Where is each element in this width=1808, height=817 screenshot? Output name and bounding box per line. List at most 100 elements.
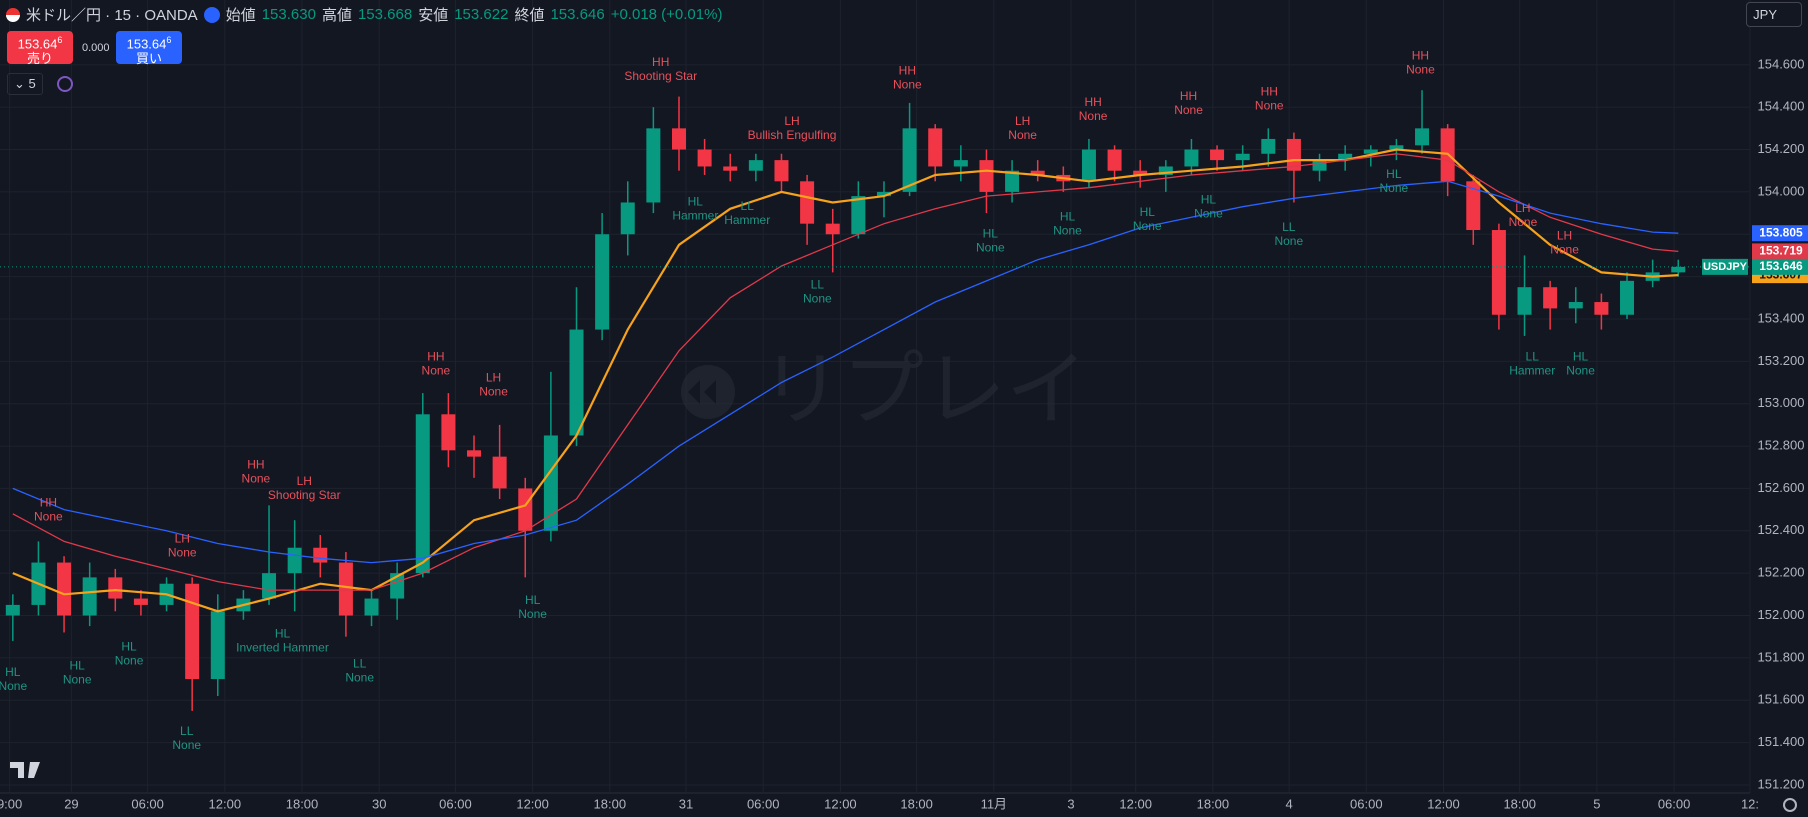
spread: 0.000 xyxy=(82,42,110,54)
y-tick-label: 152.200 xyxy=(1758,565,1805,580)
y-tick-label: 153.000 xyxy=(1758,395,1805,410)
pivot-label: None xyxy=(172,738,201,752)
pivot-label: HL xyxy=(275,627,291,641)
y-tick-label: 154.400 xyxy=(1758,99,1805,114)
x-tick-label: 06:00 xyxy=(439,796,472,811)
open: 153.630 xyxy=(261,6,316,23)
pivot-label: Hammer xyxy=(724,213,770,227)
sell-price: 153.64 xyxy=(17,36,58,52)
candle-body xyxy=(492,456,507,489)
pivot-label: Inverted Hammer xyxy=(236,641,329,655)
pivot-label: None xyxy=(1079,109,1108,123)
pivot-label: None xyxy=(1255,99,1284,113)
x-tick-label: 9:00 xyxy=(0,796,22,811)
price-badge-label: 153.646 xyxy=(1759,259,1803,273)
candle-body xyxy=(108,577,123,599)
pivot-label: HL xyxy=(1140,205,1156,219)
candle-body xyxy=(748,160,763,171)
watermark-text: リプレイ xyxy=(760,345,1088,436)
candle-body xyxy=(1210,149,1225,161)
replay-icon[interactable] xyxy=(203,6,220,23)
sell-pip: 6 xyxy=(57,35,63,45)
candle-body xyxy=(1517,287,1532,315)
pivot-label: HL xyxy=(121,639,137,653)
candle-body xyxy=(82,577,97,616)
pivot-label: LH xyxy=(175,531,190,545)
pivot-label: Shooting Star xyxy=(624,69,697,83)
pivot-label: LH xyxy=(784,114,799,128)
candle-body xyxy=(1338,153,1353,161)
candle-body xyxy=(415,414,430,574)
settings-icon xyxy=(1783,798,1797,812)
price-badge xyxy=(1752,225,1808,242)
candle-body xyxy=(1030,170,1045,175)
candle-body xyxy=(800,181,815,224)
x-tick-label: 12:00 xyxy=(516,796,549,811)
candle-body xyxy=(671,128,686,150)
price-axis-bg xyxy=(1750,0,1808,817)
tv-logo xyxy=(10,762,40,778)
y-tick-label: 152.000 xyxy=(1758,607,1805,622)
buy-price: 153.64 xyxy=(126,36,167,52)
pivot-label: HL xyxy=(1386,167,1402,181)
pivot-label: LH xyxy=(486,370,501,384)
y-tick-label: 153.200 xyxy=(1758,353,1805,368)
currency-select[interactable]: JPY xyxy=(1746,2,1802,27)
buy-button[interactable]: 153.646 買い xyxy=(116,31,182,67)
pivot-label: HH xyxy=(1412,49,1429,63)
sync-icon[interactable] xyxy=(57,76,73,92)
pivot-label: LL xyxy=(1282,220,1296,234)
pivot-label: None xyxy=(115,653,144,667)
y-tick-label: 151.800 xyxy=(1758,649,1805,664)
candle-body xyxy=(851,196,866,235)
pivot-label: Hammer xyxy=(1509,363,1555,377)
indicator-count: 5 xyxy=(28,76,36,91)
pivot-label: LL xyxy=(353,656,367,670)
candle-body xyxy=(723,166,738,171)
candle-body xyxy=(338,562,353,616)
candle-body xyxy=(1415,128,1430,146)
pivot-label: None xyxy=(518,607,547,621)
candle-body xyxy=(1107,149,1122,171)
x-tick-label: 5 xyxy=(1593,796,1600,811)
pivot-label: HL xyxy=(525,593,541,607)
candle-body xyxy=(646,128,661,203)
candle-body xyxy=(1081,149,1096,182)
x-tick-label: 30 xyxy=(372,796,386,811)
candle-body xyxy=(543,435,558,531)
pivot-label: None xyxy=(1133,219,1162,233)
candle-body xyxy=(569,329,584,436)
symbol[interactable]: 米ドル／円 · 15 · OANDA xyxy=(26,7,198,24)
candle-body xyxy=(595,234,610,330)
y-tick-label: 151.400 xyxy=(1758,734,1805,749)
candle-body xyxy=(620,202,635,235)
pivot-label: HH xyxy=(1180,89,1197,103)
pivot-label: None xyxy=(1509,215,1538,229)
pivot-label: HL xyxy=(1201,193,1217,207)
candle-body xyxy=(1671,266,1686,273)
pivot-label: HL xyxy=(5,665,21,679)
header: 米ドル／円 · 15 · OANDA 始値 153.630 高値 153.668 安… xyxy=(6,4,722,25)
price-badge-label: 153.805 xyxy=(1759,225,1803,239)
x-tick-label: 18:00 xyxy=(286,796,319,811)
candle-body xyxy=(1568,302,1583,309)
candle-body xyxy=(1620,280,1635,315)
pivot-label: LL xyxy=(811,277,825,291)
x-tick-label: 18:00 xyxy=(1503,796,1536,811)
y-tick-label: 151.600 xyxy=(1758,692,1805,707)
sell-button[interactable]: 153.646 売り xyxy=(7,31,73,67)
y-tick-label: 152.800 xyxy=(1758,438,1805,453)
candle-body xyxy=(1005,170,1020,192)
indicator-toggle[interactable]: ⌄ 5 xyxy=(7,73,43,95)
pivot-label: Bullish Engulfing xyxy=(748,128,837,142)
buy-label: 買い xyxy=(135,51,162,67)
y-tick-label: 153.400 xyxy=(1758,310,1805,325)
price-badge xyxy=(1752,243,1808,260)
y-tick-label: 151.200 xyxy=(1758,776,1805,791)
sell-label: 売り xyxy=(26,51,53,67)
candle-body xyxy=(902,128,917,192)
candle-body xyxy=(928,128,943,167)
price-badge xyxy=(1752,258,1808,275)
candle-body xyxy=(1133,170,1148,175)
